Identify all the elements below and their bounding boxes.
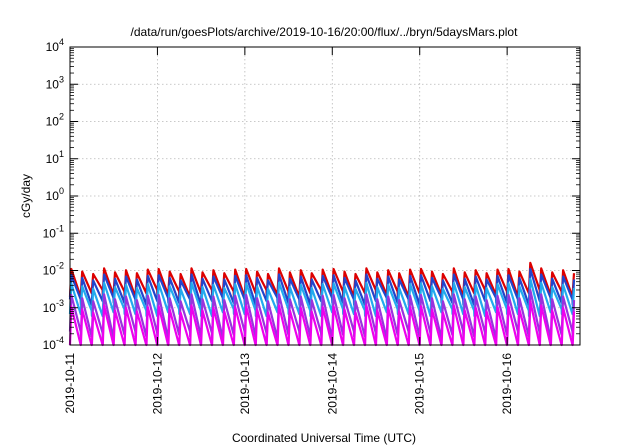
series-layer xyxy=(68,261,576,347)
x-tick-label: 2019-10-16 xyxy=(500,353,514,415)
ticks xyxy=(69,46,580,346)
y-tick-label: 101 xyxy=(46,149,64,166)
y-tick-label: 10-3 xyxy=(43,298,64,315)
x-tick-label: 2019-10-15 xyxy=(413,353,427,415)
y-tick-label: 102 xyxy=(46,112,64,129)
y-tick-label: 10-1 xyxy=(43,223,64,240)
y-axis-label: cGy/day xyxy=(19,174,33,218)
y-tick-label: 104 xyxy=(46,37,64,54)
x-tick-label: 2019-10-13 xyxy=(238,353,252,415)
x-tick-labels: 2019-10-11 2019-10-12 2019-10-13 2019-10-14… xyxy=(63,353,514,415)
chart-title: /data/run/goesPlots/archive/2019-10-16/2… xyxy=(131,25,519,39)
y-tick-label: 10-2 xyxy=(43,261,64,278)
y-tick-label: 103 xyxy=(46,74,64,91)
x-axis-label: Coordinated Universal Time (UTC) xyxy=(232,431,416,445)
x-tick-label: 2019-10-14 xyxy=(325,353,339,415)
x-tick-label: 2019-10-11 xyxy=(63,353,77,414)
y-tick-label: 10-4 xyxy=(43,335,64,352)
x-tick-label: 2019-10-12 xyxy=(150,353,164,415)
y-tick-label: 100 xyxy=(46,186,64,203)
y-tick-labels: 10-4 10-3 10-2 10-1 100 101 102 103 104 xyxy=(43,37,64,352)
